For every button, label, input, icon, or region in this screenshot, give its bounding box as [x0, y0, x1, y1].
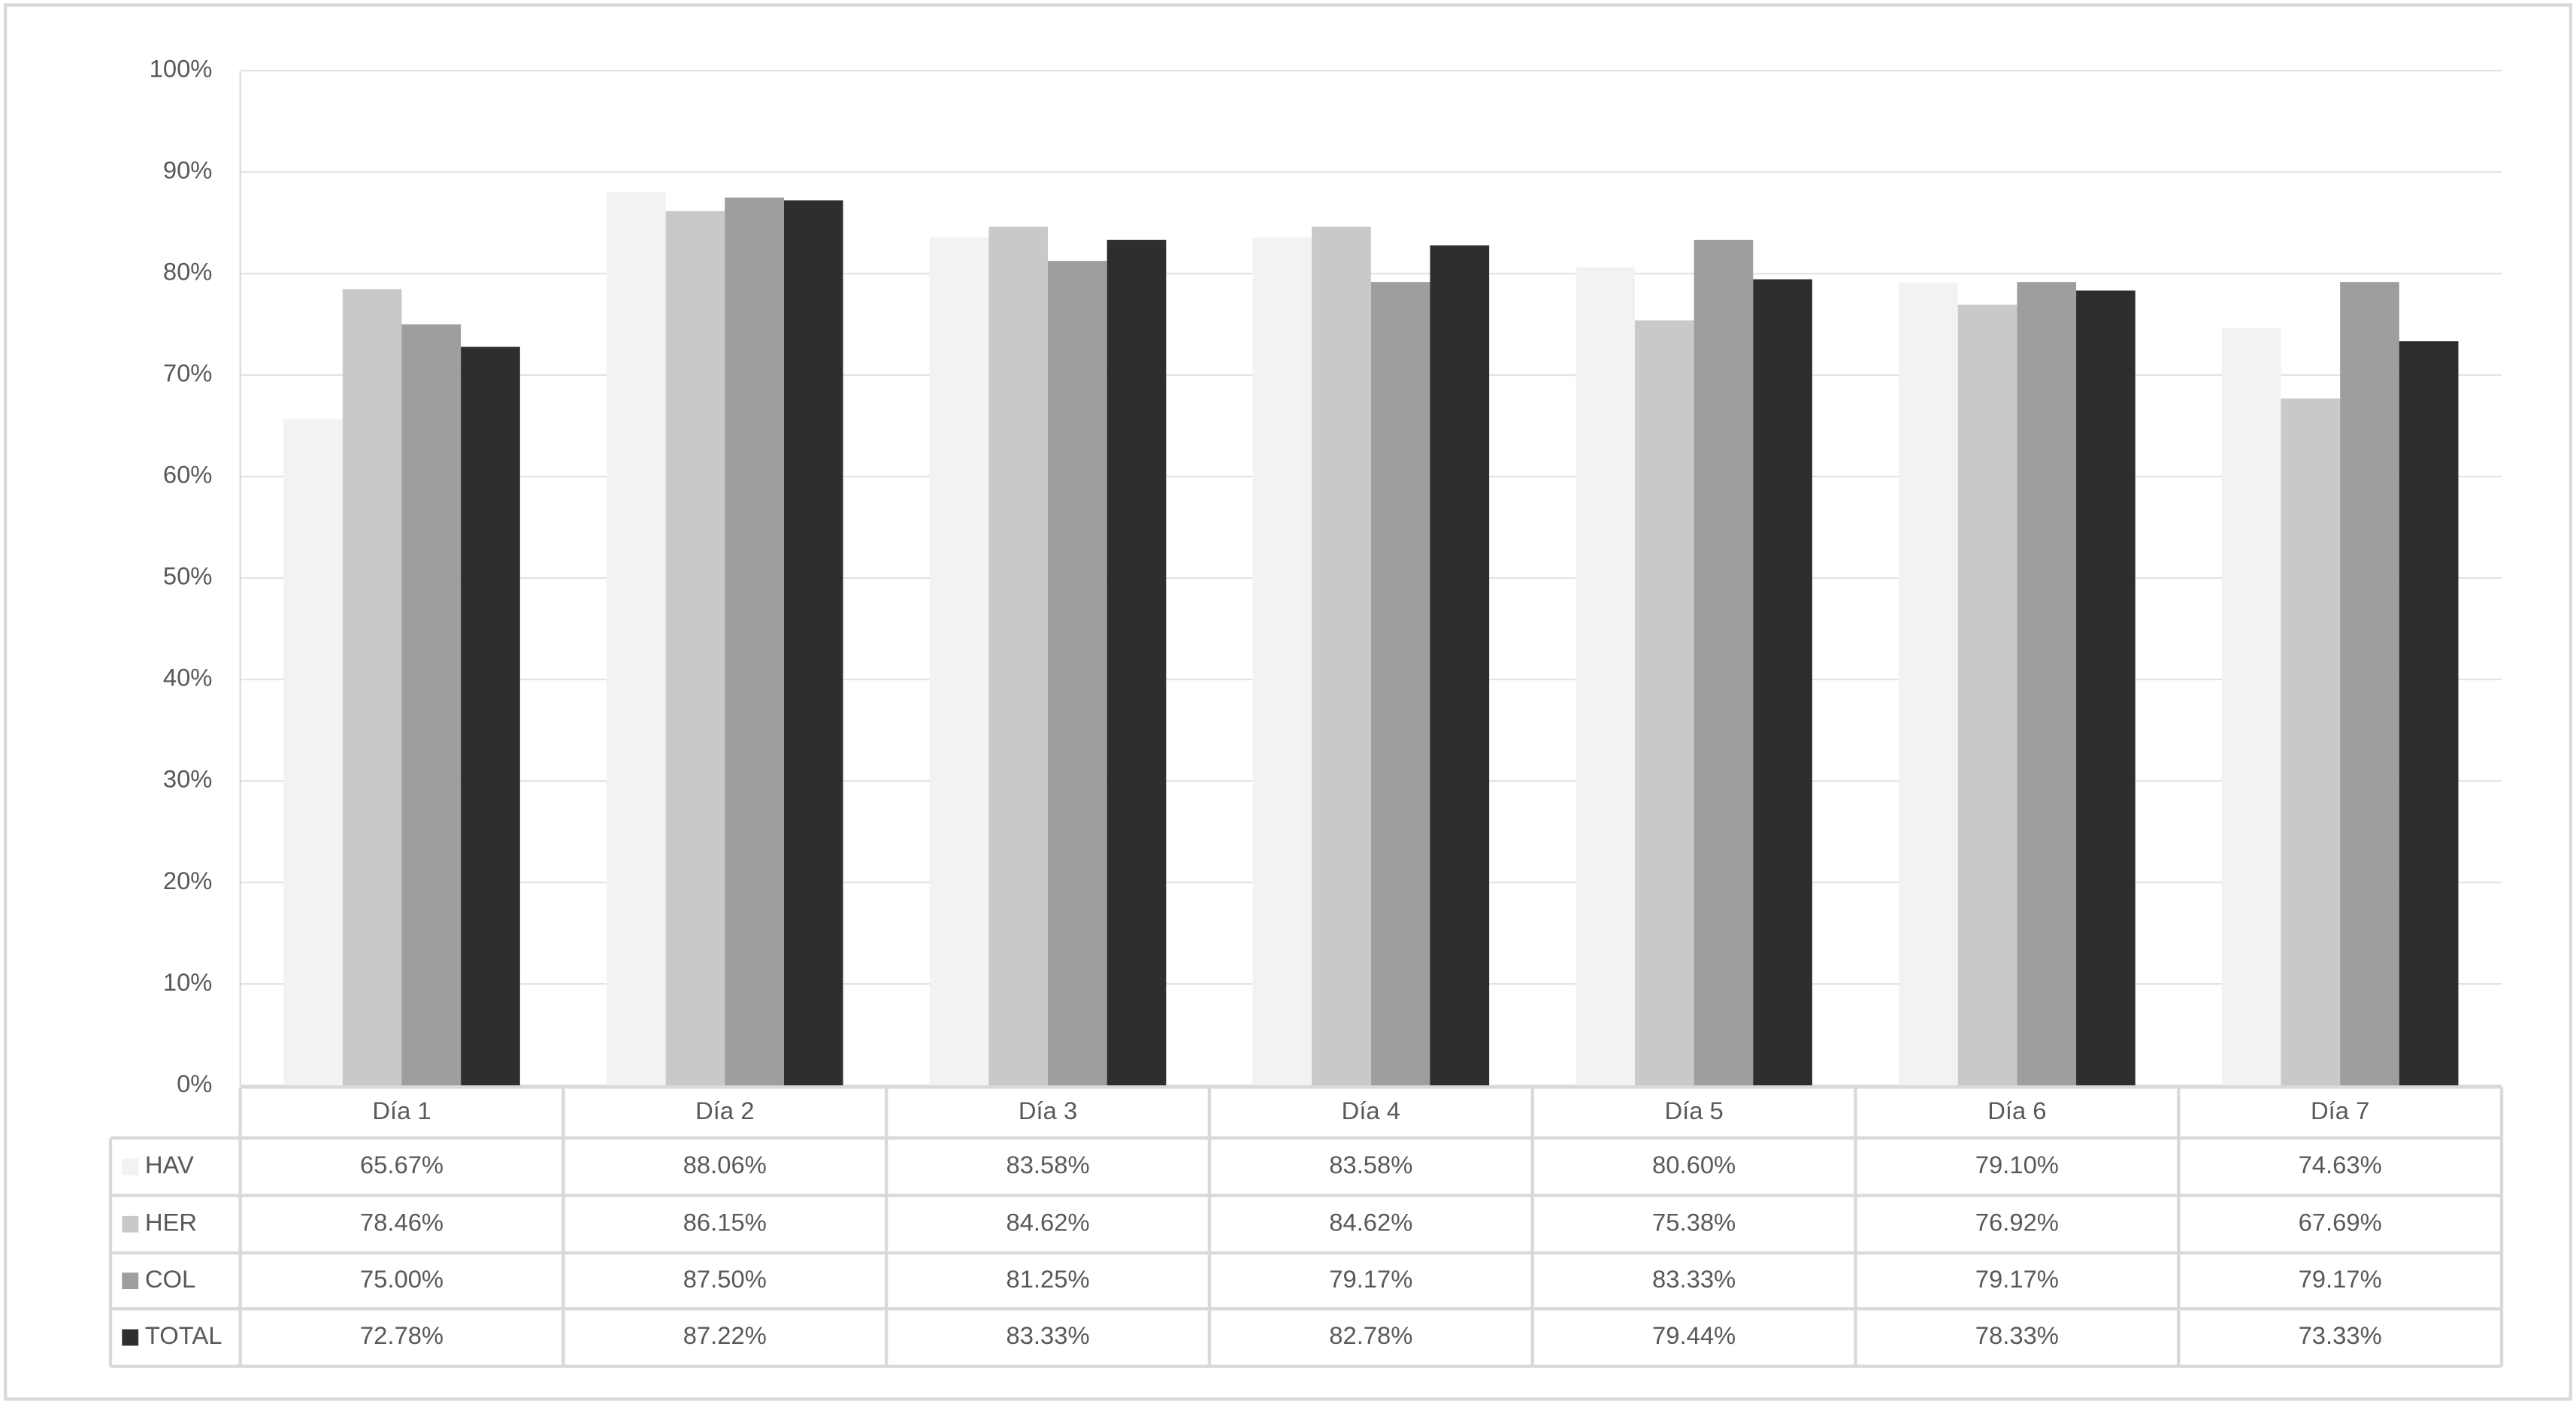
table-value: 79.17% — [1975, 1265, 2059, 1293]
table-value: 79.17% — [2299, 1265, 2382, 1293]
bar — [725, 197, 784, 1086]
table-value: 75.00% — [360, 1265, 443, 1293]
x-tick-label: Día 1 — [372, 1097, 431, 1124]
table-value: 83.33% — [1652, 1265, 1736, 1293]
x-tick-label: Día 6 — [1987, 1097, 2046, 1124]
bar — [1576, 267, 1635, 1086]
bar — [1430, 245, 1490, 1086]
y-tick-label: 20% — [163, 867, 213, 894]
table-value: 79.17% — [1329, 1265, 1412, 1293]
table-value: 79.44% — [1652, 1321, 1736, 1349]
bar — [606, 192, 666, 1086]
table-value: 78.33% — [1975, 1321, 2059, 1349]
table-value: 83.58% — [1329, 1151, 1412, 1179]
bar — [1048, 261, 1107, 1086]
table-value: 73.33% — [2299, 1321, 2382, 1349]
y-tick-label: 100% — [150, 55, 213, 83]
legend-label: TOTAL — [145, 1321, 222, 1349]
bar — [988, 226, 1049, 1086]
bar — [1957, 304, 2018, 1086]
legend-label: HAV — [145, 1151, 194, 1179]
table-value: 80.60% — [1652, 1151, 1736, 1179]
table-value: 87.22% — [683, 1321, 767, 1349]
table-value: 65.67% — [360, 1151, 443, 1179]
bar — [461, 346, 520, 1086]
table-value: 84.62% — [1329, 1208, 1412, 1236]
bar — [342, 289, 402, 1086]
bar — [1252, 237, 1312, 1086]
bar — [1694, 240, 1754, 1086]
table-value: 76.92% — [1975, 1208, 2059, 1236]
y-tick-label: 60% — [163, 461, 213, 489]
y-tick-label: 80% — [163, 258, 213, 286]
legend-swatch — [122, 1272, 139, 1290]
x-tick-label: Día 7 — [2311, 1097, 2369, 1124]
bar — [2281, 398, 2341, 1086]
table-value: 81.25% — [1006, 1265, 1089, 1293]
table-value: 79.10% — [1975, 1151, 2059, 1179]
legend-swatch — [122, 1215, 139, 1233]
bar — [2017, 282, 2077, 1086]
x-tick-label: Día 3 — [1019, 1097, 1077, 1124]
bar — [283, 419, 343, 1086]
legend-label: HER — [145, 1208, 197, 1236]
bar — [1634, 320, 1694, 1086]
y-tick-label: 70% — [163, 359, 213, 387]
y-tick-label: 90% — [163, 156, 213, 184]
x-tick-label: Día 2 — [695, 1097, 754, 1124]
bar — [2340, 282, 2399, 1086]
bar — [783, 200, 843, 1086]
bar — [1370, 282, 1430, 1086]
y-tick-label: 10% — [163, 968, 213, 996]
table-value: 82.78% — [1329, 1321, 1412, 1349]
bar — [1312, 226, 1371, 1086]
bar — [665, 210, 725, 1086]
bar — [1899, 283, 1958, 1086]
table-value: 83.33% — [1006, 1321, 1089, 1349]
table-value: 74.63% — [2299, 1151, 2382, 1179]
legend-label: COL — [145, 1265, 195, 1293]
table-value: 83.58% — [1006, 1151, 1089, 1179]
x-tick-label: Día 4 — [1342, 1097, 1400, 1124]
table-value: 67.69% — [2299, 1208, 2382, 1236]
y-tick-label: 30% — [163, 765, 213, 793]
y-tick-label: 40% — [163, 664, 213, 691]
bar — [1106, 240, 1167, 1086]
table-value: 72.78% — [360, 1321, 443, 1349]
legend-swatch — [122, 1158, 139, 1176]
bar — [2221, 328, 2281, 1086]
y-tick-label: 50% — [163, 562, 213, 590]
table-value: 87.50% — [683, 1265, 767, 1293]
table-value: 88.06% — [683, 1151, 767, 1179]
y-tick-label: 0% — [177, 1070, 212, 1097]
bar — [401, 324, 462, 1086]
x-tick-label: Día 5 — [1664, 1097, 1723, 1124]
table-value: 84.62% — [1006, 1208, 1089, 1236]
bar — [929, 237, 989, 1086]
bar — [2399, 341, 2459, 1086]
legend-swatch — [122, 1329, 139, 1346]
bar — [2076, 290, 2136, 1086]
table-value: 78.46% — [360, 1208, 443, 1236]
table-value: 75.38% — [1652, 1208, 1736, 1236]
bar — [1753, 279, 1812, 1086]
table-value: 86.15% — [683, 1208, 767, 1236]
